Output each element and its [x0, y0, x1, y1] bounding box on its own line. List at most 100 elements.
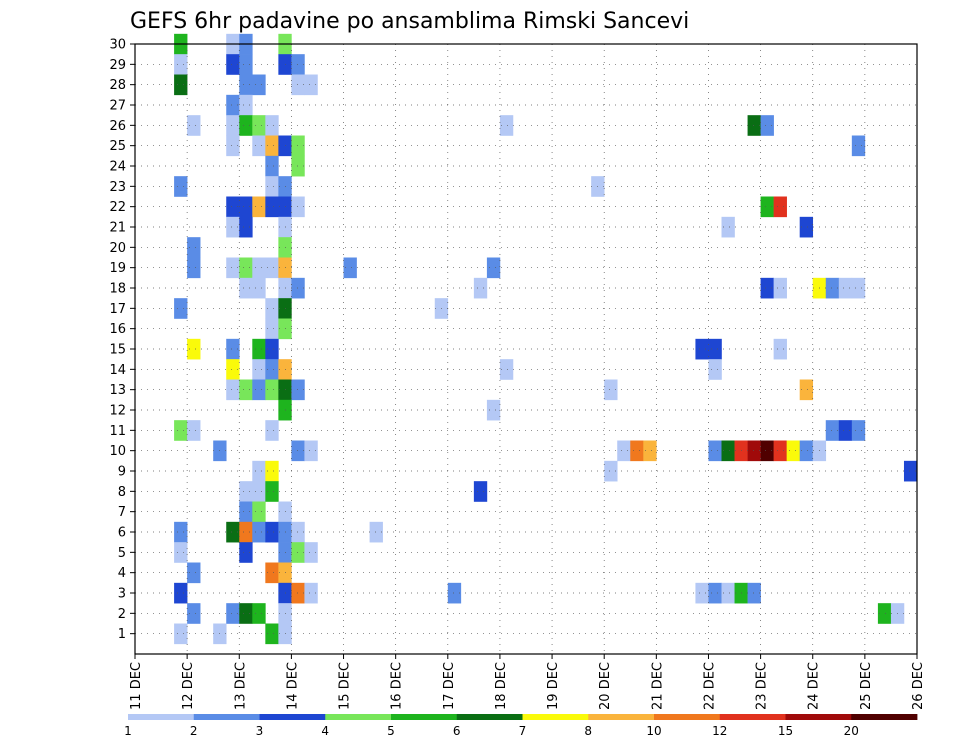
colorbar-segment: [785, 714, 852, 720]
precip-cell: [773, 196, 787, 218]
y-tick-label: 6: [118, 526, 126, 541]
precip-cell: [252, 379, 266, 401]
y-tick-label: 14: [109, 363, 126, 378]
precip-cell: [851, 277, 866, 299]
precip-cell: [265, 460, 279, 482]
precip-cell: [239, 277, 253, 299]
precip-cell: [499, 115, 514, 136]
precip-cell: [226, 257, 240, 279]
colorbar-label: 5: [387, 724, 395, 738]
colorbar-segment: [391, 714, 458, 720]
precip-cell: [187, 603, 201, 624]
precip-cell: [851, 135, 866, 157]
precip-cell: [265, 379, 279, 401]
precip-cell: [708, 359, 722, 380]
precip-cell: [226, 94, 240, 116]
y-tick-label: 3: [118, 587, 126, 602]
x-tick-label: 12 DEC: [181, 662, 196, 710]
precip-cell: [304, 440, 318, 462]
precip-cell: [265, 115, 279, 136]
x-tick-label: 24 DEC: [807, 662, 822, 710]
y-tick-label: 22: [109, 200, 126, 215]
x-tick-label: 19 DEC: [546, 662, 561, 710]
y-tick-label: 20: [109, 241, 126, 256]
precip-cell: [174, 623, 188, 645]
precip-cell: [226, 379, 240, 401]
x-tick-label: 15 DEC: [338, 662, 353, 710]
colorbar-label: 12: [712, 724, 727, 738]
precip-cell: [721, 440, 735, 462]
precip-cell: [265, 562, 279, 584]
precip-cell: [265, 481, 279, 502]
y-tick-label: 17: [109, 302, 126, 317]
precip-cell: [265, 318, 279, 340]
precip-cell: [291, 582, 305, 604]
precip-cell: [851, 420, 866, 441]
precip-cell: [226, 135, 240, 157]
precip-cell: [239, 481, 253, 502]
precip-cell: [747, 440, 761, 462]
precip-cell: [708, 440, 722, 462]
colorbar-segment: [654, 714, 721, 720]
colorbar-label: 15: [778, 724, 793, 738]
precip-cell: [760, 196, 774, 218]
precip-cell: [721, 582, 735, 604]
colorbar-label: 8: [584, 724, 592, 738]
precip-cell: [265, 359, 279, 380]
colorbar-segment: [522, 714, 589, 720]
precip-cell: [174, 54, 188, 75]
precip-cell: [291, 440, 305, 462]
precip-cell: [226, 338, 240, 360]
precip-cell: [239, 74, 253, 96]
precip-cell: [617, 440, 631, 462]
colorbar-segment: [325, 714, 392, 720]
y-tick-label: 15: [109, 343, 126, 358]
y-tick-label: 2: [118, 607, 126, 622]
precip-cell: [760, 115, 774, 136]
precip-cell: [760, 440, 774, 462]
precip-cell: [708, 338, 722, 360]
y-tick-label: 16: [109, 322, 126, 337]
y-tick-label: 24: [109, 160, 126, 175]
precip-cell: [174, 521, 188, 543]
y-tick-label: 1: [118, 627, 126, 642]
x-tick-label: 22 DEC: [702, 662, 717, 710]
precip-cell: [239, 501, 253, 523]
precip-cell: [226, 359, 240, 380]
precip-cell: [786, 440, 800, 462]
precip-cell: [265, 135, 279, 157]
precip-cell: [265, 257, 279, 279]
y-axis-ticks: 1234567891011121314151617181920212223242…: [109, 38, 135, 642]
precip-cell: [721, 216, 735, 238]
precip-cell: [291, 54, 305, 75]
precip-cell: [369, 521, 383, 543]
x-tick-label: 16 DEC: [390, 662, 405, 710]
colorbar-segment: [259, 714, 326, 720]
colorbar-segment: [719, 714, 786, 720]
precip-cell: [799, 379, 814, 401]
precip-cell: [799, 440, 814, 462]
y-tick-label: 23: [109, 180, 126, 195]
colorbar-label: 3: [256, 724, 264, 738]
precip-cell: [447, 582, 462, 604]
colorbar-label: 2: [190, 724, 198, 738]
precip-cell: [252, 460, 266, 482]
colorbar: 1 2 3 4 5 6 7 8 10 12 15 20: [124, 714, 918, 738]
precip-cell: [486, 257, 501, 279]
precip-cell: [187, 115, 201, 136]
y-tick-label: 13: [109, 383, 126, 398]
precip-cell: [174, 298, 188, 319]
precip-cell: [291, 135, 305, 157]
precip-cell: [239, 216, 253, 238]
precip-cell: [174, 176, 188, 197]
precip-cell: [825, 420, 840, 441]
precip-cell: [265, 298, 279, 319]
precip-cell: [304, 74, 318, 96]
precip-cell: [291, 74, 305, 96]
precip-cell: [239, 257, 253, 279]
colorbar-label: 20: [844, 724, 859, 738]
colorbar-segment: [456, 714, 523, 720]
y-tick-label: 10: [109, 444, 126, 459]
precip-cell: [252, 257, 266, 279]
colorbar-label: 10: [646, 724, 661, 738]
